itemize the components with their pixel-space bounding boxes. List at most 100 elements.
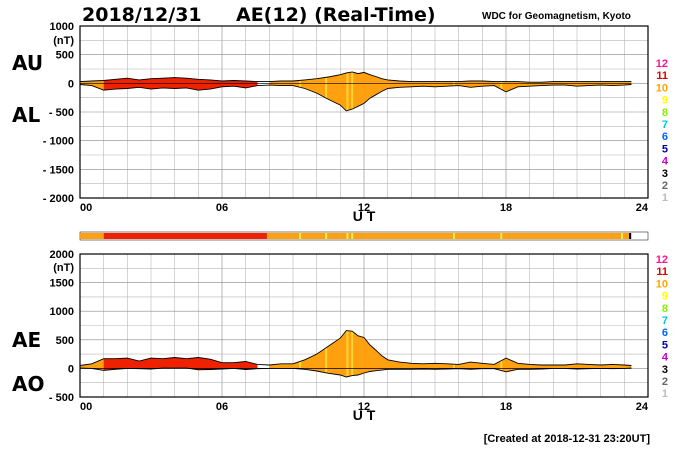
au-al-station-streak	[346, 72, 349, 111]
station-legend-label: 5	[662, 143, 668, 155]
created-timestamp: [Created at 2018-12-31 23:20UT]	[483, 433, 650, 445]
au-al-y-tick-label: 500	[56, 50, 74, 62]
ae-ao-x-ticks: 00 06 12 18 24	[80, 401, 649, 413]
index-title: AE(12) (Real-Time)	[236, 4, 436, 26]
station-bar-marker	[346, 233, 349, 239]
au-al-x-tick-label: 18	[500, 202, 512, 214]
station-legend-label: 5	[662, 339, 668, 351]
station-bar-marker	[452, 233, 455, 239]
station-legend-label: 7	[662, 119, 668, 131]
ae-ao-station-streak	[346, 330, 349, 377]
ae-ao-y-tick-label: 0	[68, 363, 74, 375]
au-al-x-tick-label: 00	[80, 202, 92, 214]
station-bar-segment	[80, 233, 104, 239]
au-label: AU	[12, 51, 44, 75]
station-legend-label: 8	[662, 303, 668, 315]
station-legend-label: 12	[656, 58, 668, 70]
station-legend-label: 6	[662, 131, 668, 143]
station-legend-label: 9	[662, 95, 668, 107]
ae-ao-x-tick-label: 06	[216, 401, 228, 413]
au-al-station-streak	[299, 80, 302, 88]
ae-ao-series	[79, 330, 632, 378]
au-al-x-label: U T	[353, 208, 376, 224]
ae-ao-station-streak	[299, 361, 302, 369]
ae-ao-y-unit: (nT)	[53, 262, 74, 274]
station-legend-label: 3	[662, 168, 668, 180]
station-count-bar	[79, 231, 649, 241]
station-legend-label: 4	[662, 352, 669, 364]
station-legend-label: 3	[662, 364, 668, 376]
station-legend-label: 10	[656, 82, 668, 94]
source-label: WDC for Geomagnetism, Kyoto	[482, 11, 631, 22]
station-bar-marker	[299, 233, 302, 239]
station-bar-marker	[620, 233, 623, 239]
ae-ao-ae-line	[79, 330, 632, 366]
station-legend-label: 9	[662, 291, 668, 303]
ae-ao-station-streak	[500, 360, 503, 371]
station-bar-endmark	[629, 233, 632, 239]
ae-ao-x-tick-label: 12	[358, 401, 370, 413]
au-al-frame	[79, 25, 649, 199]
au-al-y-tick-label: 1000	[50, 21, 74, 33]
ae-ao-y-tick-label: 1500	[50, 278, 74, 290]
au-al-x-tick-label: 12	[358, 202, 370, 214]
ae-ao-station-streak	[351, 331, 354, 376]
station-bar-marker	[500, 233, 503, 239]
station-bar-marker	[351, 233, 354, 239]
au-al-y-unit: (nT)	[53, 35, 74, 47]
station-legend-label: 6	[662, 327, 668, 339]
ae-ao-y-tick-label: 2000	[50, 249, 74, 261]
au-al-y-tick-label: - 2000	[43, 193, 74, 205]
station-legend-label: 12	[656, 254, 668, 266]
au-al-y-tick-label: 0	[68, 78, 74, 90]
ae-ao-station-streak	[325, 347, 328, 373]
au-al-au-line	[79, 71, 632, 83]
ae-ao-panel: 2000 1500 1000 500 0 - 500 00 06 12 18 24 (nT) U …	[49, 249, 649, 423]
station-legend-label: 4	[662, 156, 669, 168]
au-al-panel: 1000 500 0 - 500 - 1000 - 1500 - 2000 00 06 12 18…	[43, 21, 649, 224]
station-legend-label: 1	[662, 192, 668, 204]
au-al-y-tick-label: - 1500	[43, 164, 74, 176]
ae-ao-y-tick-label: - 500	[49, 392, 74, 404]
station-legend-label: 10	[656, 278, 668, 290]
ae-ao-y-ticks: 2000 1500 1000 500 0 - 500	[49, 249, 74, 404]
station-legend-label: 2	[662, 376, 668, 388]
au-al-station-streak	[500, 81, 503, 90]
ae-ao-x-tick-label: 18	[500, 401, 512, 413]
ae-ao-x-label: U T	[353, 407, 376, 423]
au-al-station-streak	[351, 71, 354, 110]
station-legend-label: 11	[656, 266, 668, 278]
date-title: 2018/12/31	[82, 4, 202, 26]
station-bar-marker	[325, 233, 328, 239]
ae-ao-x-tick-label: 24	[636, 401, 649, 413]
al-label: AL	[12, 103, 41, 127]
station-legend-label: 2	[662, 180, 668, 192]
station-bar-segment	[103, 233, 267, 239]
au-al-x-tick-label: 06	[216, 202, 228, 214]
ao-label: AO	[12, 372, 45, 396]
au-al-y-tick-label: - 1000	[43, 136, 74, 148]
station-legend-label: 1	[662, 388, 668, 400]
au-al-station-streak	[325, 77, 328, 99]
ae-label: AE	[12, 328, 42, 352]
station-legend-label: 11	[656, 70, 668, 82]
ae-ao-y-tick-label: 1000	[50, 306, 74, 318]
au-al-y-tick-label: - 500	[49, 107, 74, 119]
au-al-y-ticks: 1000 500 0 - 500 - 1000 - 1500 - 2000	[43, 21, 74, 205]
ae-ao-x-tick-label: 00	[80, 401, 92, 413]
au-al-al-line	[79, 84, 632, 112]
au-al-station-streak	[452, 81, 455, 86]
ae-ao-station-streak	[452, 364, 455, 369]
au-al-x-tick-label: 24	[636, 202, 649, 214]
station-legend-label: 8	[662, 107, 668, 119]
ae-ao-y-tick-label: 500	[56, 335, 74, 347]
station-bar-segment	[266, 233, 613, 239]
au-al-x-ticks: 00 06 12 18 24	[80, 202, 649, 214]
au-al-area-segment	[269, 71, 632, 111]
station-legend-label: 7	[662, 315, 668, 327]
ae-ao-frame	[79, 253, 649, 398]
au-al-series	[79, 71, 632, 112]
